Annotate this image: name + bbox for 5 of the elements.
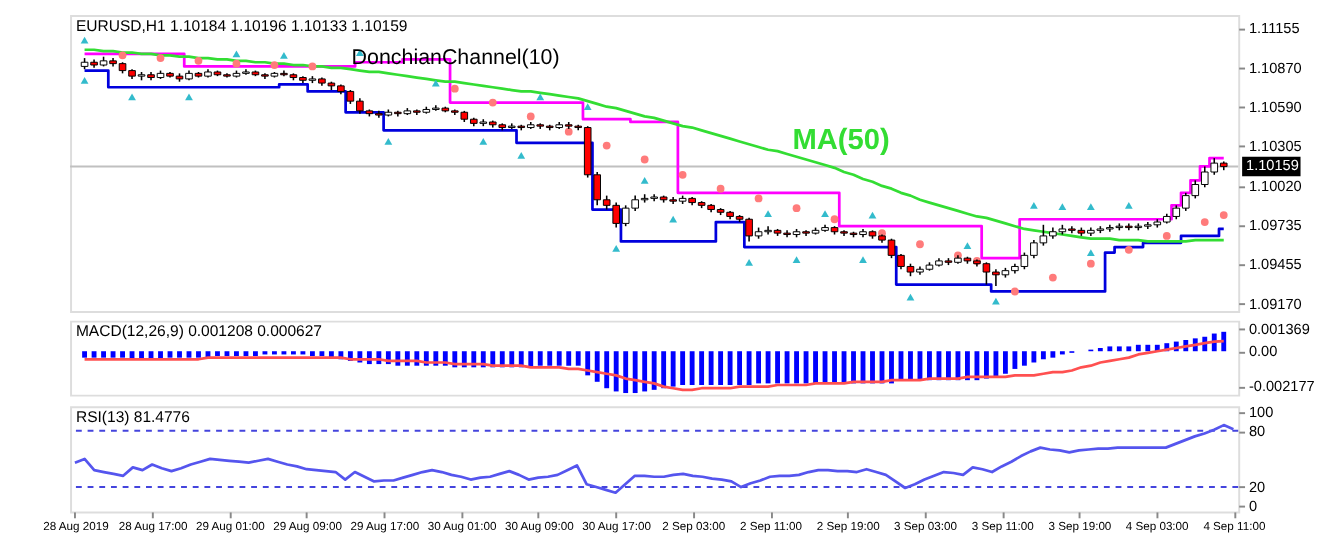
- chart-title: EURUSD,H1 1.10184 1.10196 1.10133 1.10159: [75, 16, 408, 35]
- series-label: MA(50): [792, 125, 890, 158]
- chart-title: MACD(12,26,9) 0.001208 0.000627: [75, 322, 323, 341]
- chart-title: RSI(13) 81.4776: [75, 407, 190, 426]
- annotation: DonchianChannel(10): [351, 45, 560, 70]
